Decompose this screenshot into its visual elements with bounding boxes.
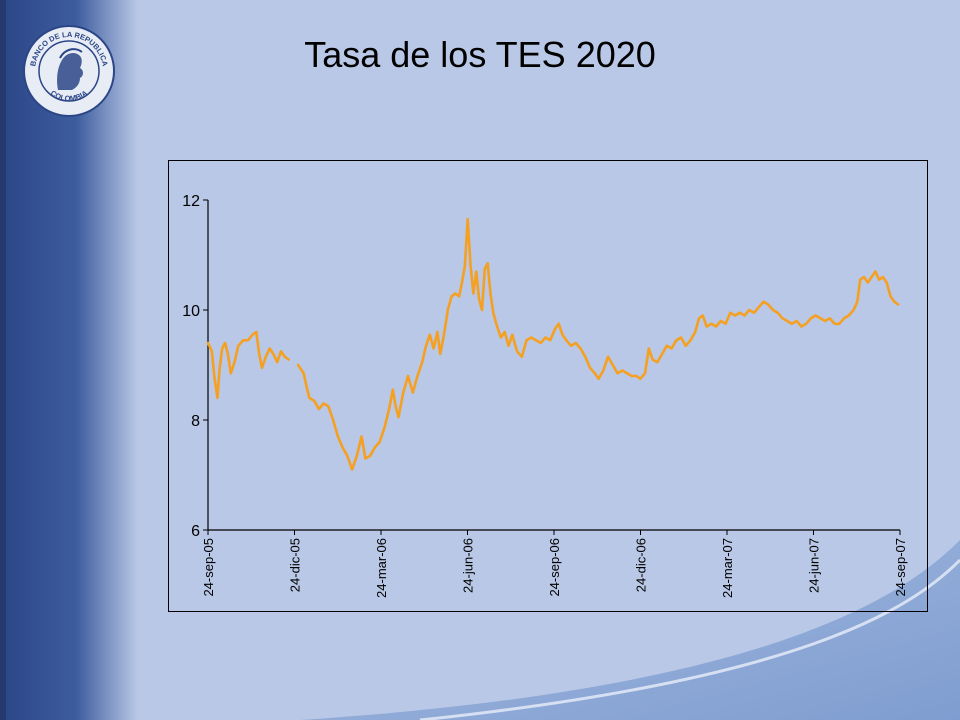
series-line-segment: [296, 217, 900, 471]
x-axis: 24-sep-05 24-dic-05 24-mar-06 24-jun-06 24-s…: [201, 529, 908, 598]
x-tick-label: 24-jun-06: [461, 538, 476, 593]
banco-de-la-republica-seal: BANCO DE LA REPUBLICA COLOMBIA: [23, 25, 115, 117]
x-tick-label: 24-sep-05: [201, 538, 216, 597]
x-tick-label: 24-mar-06: [374, 538, 389, 598]
left-band: [0, 0, 138, 720]
x-tick-label: 24-jun-07: [807, 538, 822, 593]
x-tick-label: 24-dic-06: [634, 538, 649, 592]
chart-frame: [168, 160, 928, 612]
y-tick-label: 12: [182, 193, 200, 210]
x-tick-label: 24-sep-06: [547, 538, 562, 597]
x-tick-label: 24-mar-07: [720, 538, 735, 598]
y-tick-label: 6: [191, 523, 200, 540]
series-line-segment: [206, 330, 290, 400]
x-tick-label: 24-sep-07: [893, 538, 908, 597]
corner-swoosh: [300, 540, 960, 720]
slide-title: Tasa de los TES 2020: [304, 34, 656, 75]
y-axis: 6 8 10 12: [182, 193, 209, 540]
x-tick-label: 24-dic-05: [288, 538, 303, 592]
svg-text:COLOMBIA: COLOMBIA: [49, 88, 90, 103]
plot-lines: [206, 217, 900, 471]
tes-2020-rate-chart: 6 8 10 12 24-sep-05 24-dic-05 24-mar-06 24-jun…: [182, 193, 908, 598]
y-tick-label: 8: [191, 413, 200, 430]
y-tick-label: 10: [182, 303, 200, 320]
